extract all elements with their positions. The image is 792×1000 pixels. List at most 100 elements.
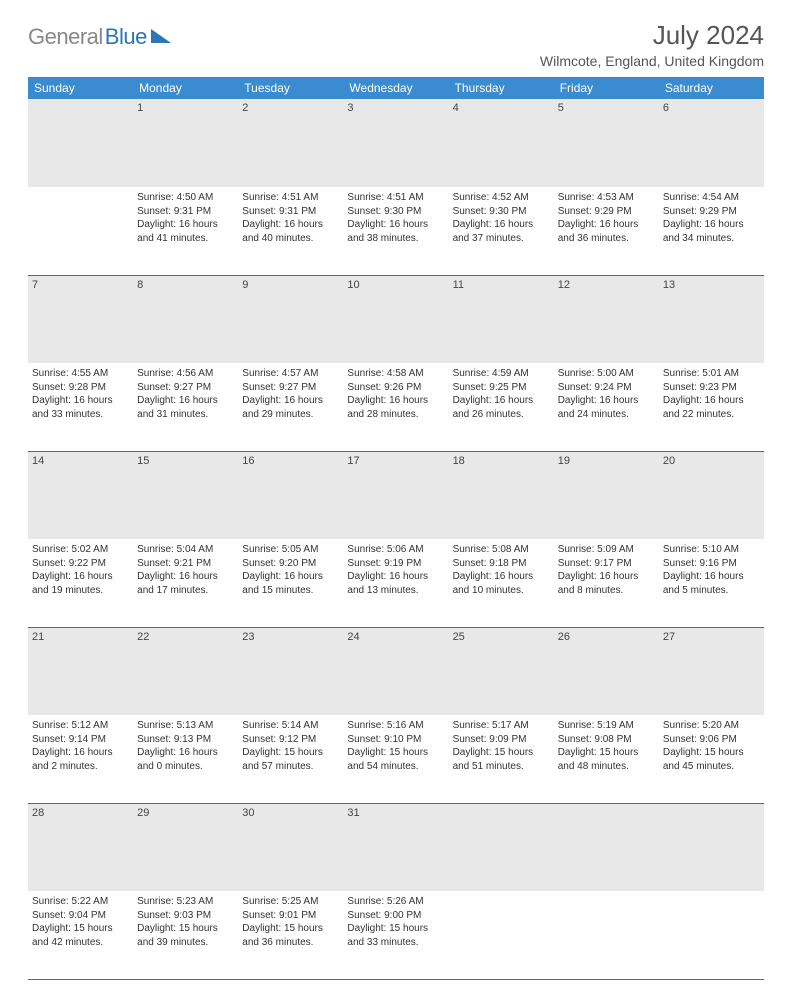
day-number-cell: 30 bbox=[238, 803, 343, 891]
day-details: Sunrise: 5:09 AMSunset: 9:17 PMDaylight:… bbox=[558, 543, 655, 597]
day-cell: Sunrise: 4:51 AMSunset: 9:31 PMDaylight:… bbox=[238, 187, 343, 275]
logo-text-gray: General bbox=[28, 24, 103, 50]
week-row: Sunrise: 4:55 AMSunset: 9:28 PMDaylight:… bbox=[28, 363, 764, 451]
day-number-cell: 18 bbox=[449, 451, 554, 539]
week-row: Sunrise: 4:50 AMSunset: 9:31 PMDaylight:… bbox=[28, 187, 764, 275]
day-details: Sunrise: 4:54 AMSunset: 9:29 PMDaylight:… bbox=[663, 191, 760, 245]
day-details: Sunrise: 5:23 AMSunset: 9:03 PMDaylight:… bbox=[137, 895, 234, 949]
day-cell: Sunrise: 4:51 AMSunset: 9:30 PMDaylight:… bbox=[343, 187, 448, 275]
week-row: Sunrise: 5:02 AMSunset: 9:22 PMDaylight:… bbox=[28, 539, 764, 627]
day-details: Sunrise: 4:56 AMSunset: 9:27 PMDaylight:… bbox=[137, 367, 234, 421]
day-cell: Sunrise: 4:59 AMSunset: 9:25 PMDaylight:… bbox=[449, 363, 554, 451]
month-title: July 2024 bbox=[540, 20, 764, 51]
day-cell: Sunrise: 4:57 AMSunset: 9:27 PMDaylight:… bbox=[238, 363, 343, 451]
triangle-icon bbox=[151, 27, 171, 48]
day-details: Sunrise: 4:50 AMSunset: 9:31 PMDaylight:… bbox=[137, 191, 234, 245]
day-number-cell: 7 bbox=[28, 275, 133, 363]
day-number-row: 28293031 bbox=[28, 803, 764, 891]
page-header: GeneralBlue July 2024 Wilmcote, England,… bbox=[28, 20, 764, 69]
day-cell: Sunrise: 5:04 AMSunset: 9:21 PMDaylight:… bbox=[133, 539, 238, 627]
day-number-cell: 1 bbox=[133, 99, 238, 187]
day-cell: Sunrise: 5:17 AMSunset: 9:09 PMDaylight:… bbox=[449, 715, 554, 803]
day-cell: Sunrise: 5:16 AMSunset: 9:10 PMDaylight:… bbox=[343, 715, 448, 803]
footer-rule-cell bbox=[343, 979, 448, 980]
day-number-cell: 16 bbox=[238, 451, 343, 539]
day-cell bbox=[28, 187, 133, 275]
day-number-cell: 25 bbox=[449, 627, 554, 715]
day-number-cell: 10 bbox=[343, 275, 448, 363]
footer-rule-cell bbox=[554, 979, 659, 980]
day-details: Sunrise: 5:04 AMSunset: 9:21 PMDaylight:… bbox=[137, 543, 234, 597]
weekday-header: Monday bbox=[133, 77, 238, 99]
day-cell: Sunrise: 5:23 AMSunset: 9:03 PMDaylight:… bbox=[133, 891, 238, 979]
day-details: Sunrise: 5:12 AMSunset: 9:14 PMDaylight:… bbox=[32, 719, 129, 773]
day-cell: Sunrise: 5:26 AMSunset: 9:00 PMDaylight:… bbox=[343, 891, 448, 979]
day-details: Sunrise: 4:59 AMSunset: 9:25 PMDaylight:… bbox=[453, 367, 550, 421]
weekday-header: Tuesday bbox=[238, 77, 343, 99]
day-number-cell: 22 bbox=[133, 627, 238, 715]
day-number-row: 14151617181920 bbox=[28, 451, 764, 539]
day-number-cell bbox=[28, 99, 133, 187]
day-details: Sunrise: 5:01 AMSunset: 9:23 PMDaylight:… bbox=[663, 367, 760, 421]
day-details: Sunrise: 4:51 AMSunset: 9:30 PMDaylight:… bbox=[347, 191, 444, 245]
day-cell: Sunrise: 4:55 AMSunset: 9:28 PMDaylight:… bbox=[28, 363, 133, 451]
weekday-header: Wednesday bbox=[343, 77, 448, 99]
day-details: Sunrise: 5:00 AMSunset: 9:24 PMDaylight:… bbox=[558, 367, 655, 421]
day-number-cell: 20 bbox=[659, 451, 764, 539]
day-cell: Sunrise: 5:05 AMSunset: 9:20 PMDaylight:… bbox=[238, 539, 343, 627]
footer-rule-cell bbox=[238, 979, 343, 980]
day-number-cell: 9 bbox=[238, 275, 343, 363]
day-details: Sunrise: 5:26 AMSunset: 9:00 PMDaylight:… bbox=[347, 895, 444, 949]
day-cell: Sunrise: 4:53 AMSunset: 9:29 PMDaylight:… bbox=[554, 187, 659, 275]
day-number-cell: 24 bbox=[343, 627, 448, 715]
day-cell: Sunrise: 4:58 AMSunset: 9:26 PMDaylight:… bbox=[343, 363, 448, 451]
day-details: Sunrise: 5:05 AMSunset: 9:20 PMDaylight:… bbox=[242, 543, 339, 597]
day-number-cell: 28 bbox=[28, 803, 133, 891]
day-number-cell: 6 bbox=[659, 99, 764, 187]
footer-rule-cell bbox=[449, 979, 554, 980]
day-details: Sunrise: 5:19 AMSunset: 9:08 PMDaylight:… bbox=[558, 719, 655, 773]
day-number-cell bbox=[554, 803, 659, 891]
day-number-cell: 21 bbox=[28, 627, 133, 715]
day-cell: Sunrise: 5:20 AMSunset: 9:06 PMDaylight:… bbox=[659, 715, 764, 803]
day-number-cell: 23 bbox=[238, 627, 343, 715]
day-cell: Sunrise: 5:22 AMSunset: 9:04 PMDaylight:… bbox=[28, 891, 133, 979]
day-details: Sunrise: 5:08 AMSunset: 9:18 PMDaylight:… bbox=[453, 543, 550, 597]
day-number-cell: 2 bbox=[238, 99, 343, 187]
day-cell: Sunrise: 5:25 AMSunset: 9:01 PMDaylight:… bbox=[238, 891, 343, 979]
weekday-header: Friday bbox=[554, 77, 659, 99]
day-number-cell: 19 bbox=[554, 451, 659, 539]
calendar-page: GeneralBlue July 2024 Wilmcote, England,… bbox=[0, 0, 792, 1000]
day-number-cell: 8 bbox=[133, 275, 238, 363]
day-details: Sunrise: 4:55 AMSunset: 9:28 PMDaylight:… bbox=[32, 367, 129, 421]
day-number-cell: 4 bbox=[449, 99, 554, 187]
day-details: Sunrise: 4:58 AMSunset: 9:26 PMDaylight:… bbox=[347, 367, 444, 421]
day-number-cell: 12 bbox=[554, 275, 659, 363]
day-number-cell: 3 bbox=[343, 99, 448, 187]
location-text: Wilmcote, England, United Kingdom bbox=[540, 53, 764, 69]
day-details: Sunrise: 4:53 AMSunset: 9:29 PMDaylight:… bbox=[558, 191, 655, 245]
weekday-header: Saturday bbox=[659, 77, 764, 99]
day-number-cell: 5 bbox=[554, 99, 659, 187]
day-cell: Sunrise: 5:13 AMSunset: 9:13 PMDaylight:… bbox=[133, 715, 238, 803]
day-cell: Sunrise: 4:54 AMSunset: 9:29 PMDaylight:… bbox=[659, 187, 764, 275]
calendar-table: Sunday Monday Tuesday Wednesday Thursday… bbox=[28, 77, 764, 980]
day-number-cell: 31 bbox=[343, 803, 448, 891]
day-number-cell: 27 bbox=[659, 627, 764, 715]
weekday-header: Sunday bbox=[28, 77, 133, 99]
day-cell: Sunrise: 5:06 AMSunset: 9:19 PMDaylight:… bbox=[343, 539, 448, 627]
day-number-cell: 26 bbox=[554, 627, 659, 715]
footer-rule-row bbox=[28, 979, 764, 980]
day-cell: Sunrise: 5:19 AMSunset: 9:08 PMDaylight:… bbox=[554, 715, 659, 803]
day-details: Sunrise: 5:06 AMSunset: 9:19 PMDaylight:… bbox=[347, 543, 444, 597]
day-cell: Sunrise: 5:10 AMSunset: 9:16 PMDaylight:… bbox=[659, 539, 764, 627]
day-cell: Sunrise: 4:56 AMSunset: 9:27 PMDaylight:… bbox=[133, 363, 238, 451]
day-number-row: 21222324252627 bbox=[28, 627, 764, 715]
day-cell: Sunrise: 5:08 AMSunset: 9:18 PMDaylight:… bbox=[449, 539, 554, 627]
footer-rule-cell bbox=[28, 979, 133, 980]
day-number-cell: 13 bbox=[659, 275, 764, 363]
day-details: Sunrise: 4:51 AMSunset: 9:31 PMDaylight:… bbox=[242, 191, 339, 245]
day-details: Sunrise: 4:57 AMSunset: 9:27 PMDaylight:… bbox=[242, 367, 339, 421]
day-details: Sunrise: 5:14 AMSunset: 9:12 PMDaylight:… bbox=[242, 719, 339, 773]
day-cell bbox=[554, 891, 659, 979]
